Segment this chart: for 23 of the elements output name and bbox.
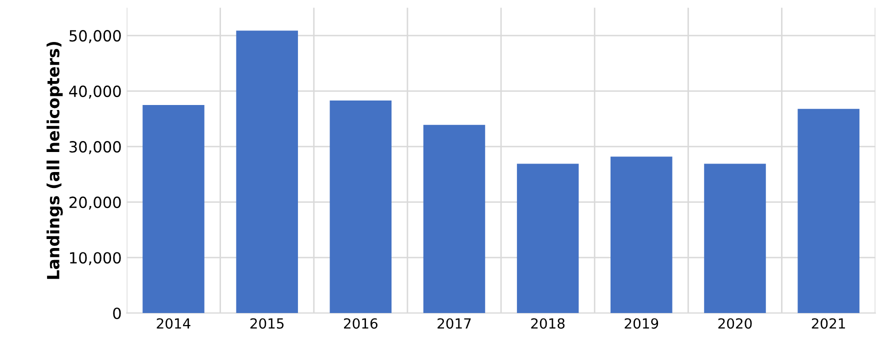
bar xyxy=(236,30,298,314)
x-tick-label: 2021 xyxy=(812,318,845,329)
bar xyxy=(423,124,486,314)
bar xyxy=(798,108,860,314)
x-tick-label: 2017 xyxy=(438,318,471,329)
y-tick-label: 40,000 xyxy=(69,86,121,99)
y-tick-label: 30,000 xyxy=(70,141,121,154)
bar xyxy=(610,156,672,314)
bar xyxy=(704,164,766,314)
x-tick-label: 2019 xyxy=(624,318,658,329)
y-tick-label: 20,000 xyxy=(70,196,121,210)
y-tick-label: 10,000 xyxy=(70,252,121,266)
y-tick-label: 0 xyxy=(113,308,121,320)
bar xyxy=(330,100,392,314)
x-tick-label: 2018 xyxy=(531,318,565,329)
x-tick-label: 2020 xyxy=(718,318,752,329)
y-axis-title: Landings (all helicopters) xyxy=(46,42,63,279)
bar xyxy=(142,104,204,314)
y-tick-label: 50,000 xyxy=(70,30,121,44)
x-tick-label: 2016 xyxy=(344,318,378,329)
x-tick-label: 2015 xyxy=(250,318,284,329)
bar xyxy=(516,164,579,314)
x-tick-label: 2014 xyxy=(156,318,190,329)
